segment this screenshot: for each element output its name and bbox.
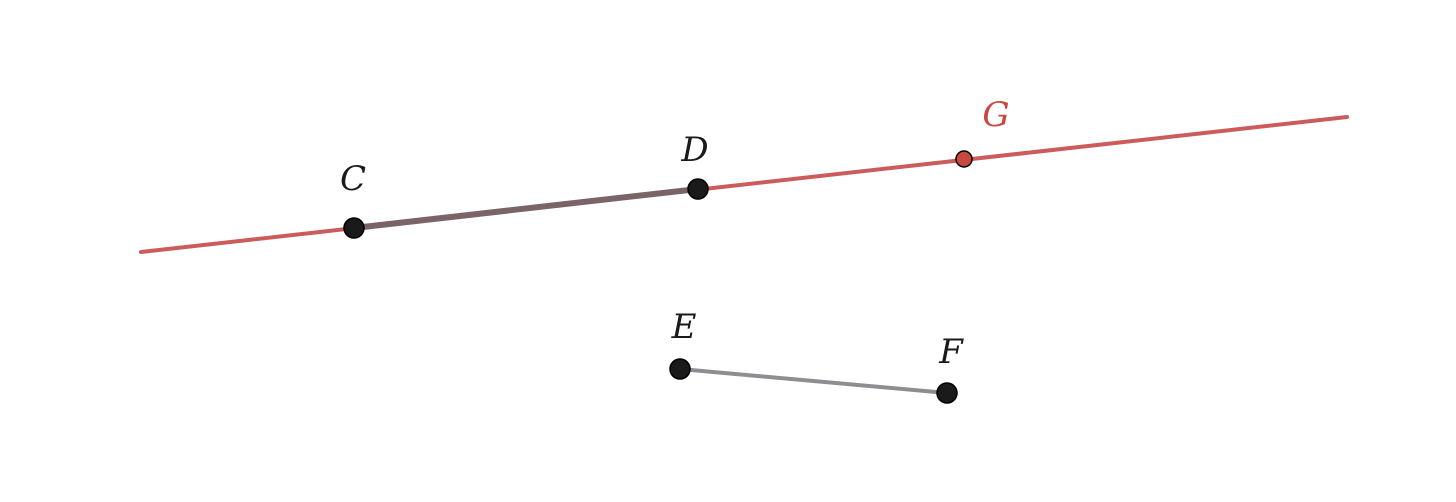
label-point-d: D [680,130,708,170]
segment-cd [351,186,701,231]
point-e[interactable] [669,358,691,380]
line-cd [139,115,1349,254]
segment-ef [678,367,949,395]
point-g[interactable] [955,150,973,168]
label-point-e: E [671,307,697,347]
point-f[interactable] [936,382,958,404]
point-c[interactable] [343,217,365,239]
point-d[interactable] [687,178,709,200]
label-point-c: C [340,159,366,199]
label-point-f: F [938,332,964,372]
label-point-g: G [982,95,1009,135]
